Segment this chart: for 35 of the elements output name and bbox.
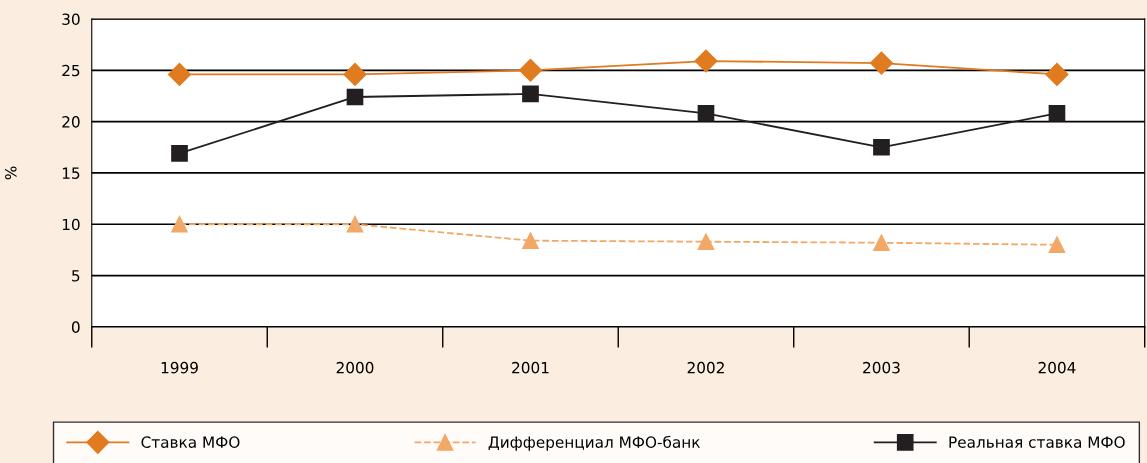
y-tick-label: 20 — [62, 116, 80, 128]
x-tick-label: 2000 — [336, 361, 374, 374]
legend-label: Ставка МФО — [141, 436, 240, 448]
point — [697, 105, 715, 122]
y-tick-label: 25 — [62, 64, 80, 77]
legend-label: Реальная ставка МФО — [949, 436, 1125, 448]
y-tick-label: 5 — [72, 270, 80, 282]
point — [697, 233, 715, 251]
point — [171, 215, 188, 233]
point — [171, 145, 188, 162]
point — [873, 138, 890, 156]
y-axis-title: % — [5, 166, 17, 180]
x-tick-label: 1999 — [161, 361, 198, 374]
point — [346, 88, 364, 106]
x-tick-label: 2001 — [512, 361, 549, 374]
point — [873, 234, 890, 252]
y-tick-label: 30 — [62, 13, 80, 25]
y-tick-label: 0 — [71, 321, 80, 333]
point — [1048, 105, 1066, 122]
point — [522, 85, 539, 103]
y-tick-label: 15 — [62, 167, 80, 179]
point — [869, 51, 893, 75]
point — [522, 232, 539, 250]
legend-label: Дифференциал МФО-банк — [488, 435, 700, 451]
y-tick-label: 10 — [62, 218, 80, 231]
point — [518, 58, 542, 82]
x-tick-label: 2004 — [1038, 361, 1076, 374]
point — [346, 215, 364, 233]
point — [694, 49, 718, 73]
x-tick-label: 2003 — [863, 361, 900, 374]
point — [1048, 236, 1066, 254]
point — [343, 62, 367, 86]
point — [1045, 62, 1069, 86]
point — [168, 62, 192, 86]
x-tick-label: 2002 — [687, 361, 724, 374]
